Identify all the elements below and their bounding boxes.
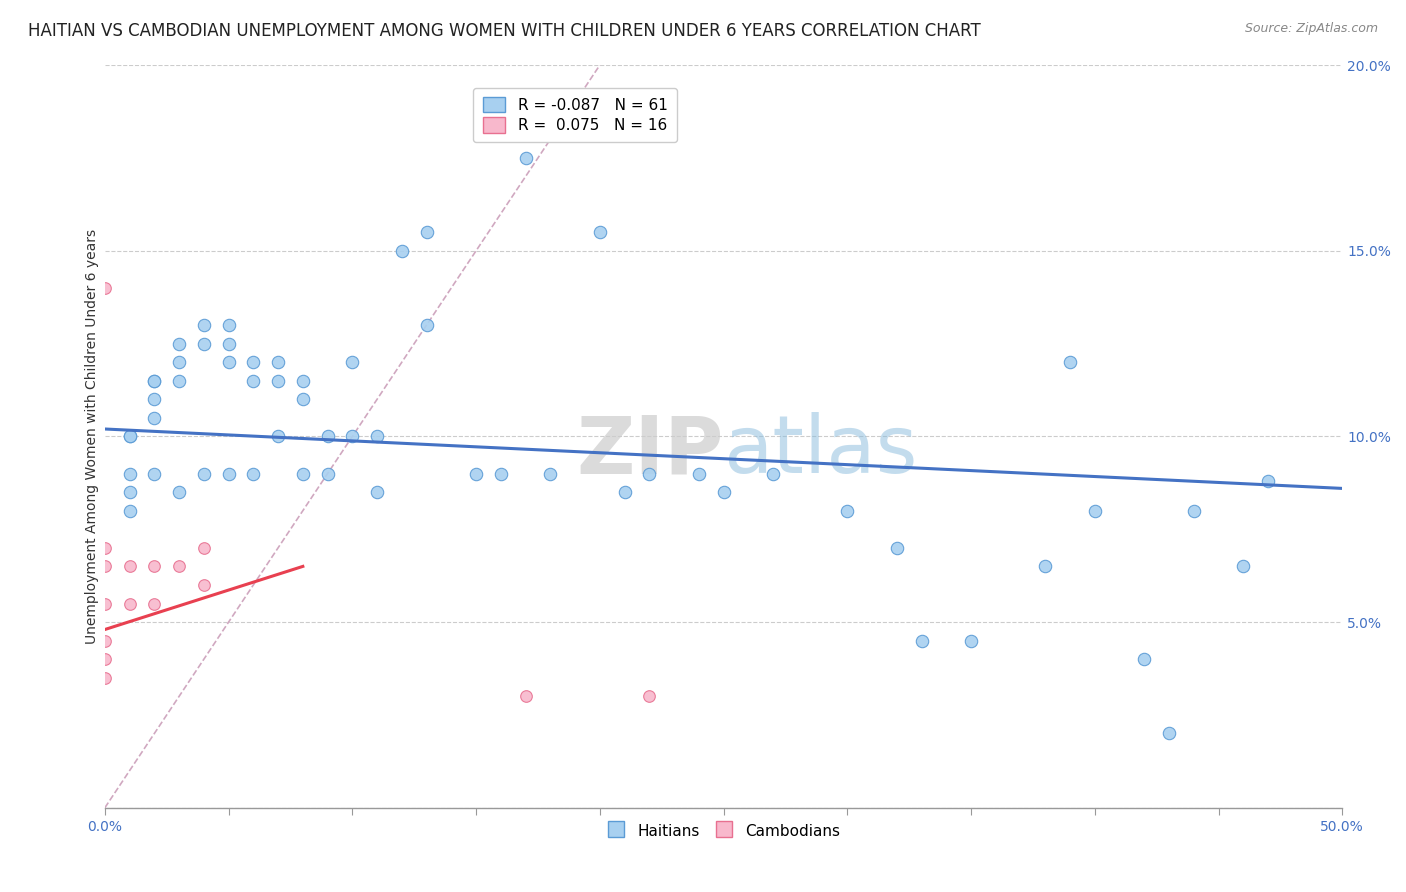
Point [94,559,117,574]
Point [242,355,264,369]
Point [167,559,190,574]
Point [291,374,314,388]
Point [193,578,215,592]
Point [1257,474,1279,488]
Point [638,690,661,704]
Point [837,504,859,518]
Point [366,429,388,443]
Point [118,504,141,518]
Point [1033,559,1056,574]
Point [167,336,190,351]
Point [1157,726,1180,740]
Point [94,671,117,685]
Point [118,559,141,574]
Point [143,559,166,574]
Point [515,151,537,165]
Point [762,467,785,481]
Point [143,410,166,425]
Point [218,355,240,369]
Point [193,467,215,481]
Point [94,281,117,295]
Point [489,467,512,481]
Point [94,541,117,555]
Point [515,690,537,704]
Point [960,633,983,648]
Text: ZIP: ZIP [576,412,724,491]
Point [267,429,290,443]
Point [143,392,166,407]
Point [143,374,166,388]
Point [94,633,117,648]
Point [1084,504,1107,518]
Point [218,467,240,481]
Legend: Haitians, Cambodians: Haitians, Cambodians [600,816,846,845]
Point [167,355,190,369]
Point [1133,652,1156,666]
Point [316,429,339,443]
Point [342,429,364,443]
Point [193,318,215,332]
Point [465,467,488,481]
Point [143,374,166,388]
Point [415,318,437,332]
Point [193,336,215,351]
Point [415,225,437,239]
Point [167,485,190,500]
Point [316,467,339,481]
Point [218,336,240,351]
Point [242,467,264,481]
Text: Source: ZipAtlas.com: Source: ZipAtlas.com [1244,22,1378,36]
Text: atlas: atlas [724,412,918,491]
Point [688,467,710,481]
Point [342,355,364,369]
Point [910,633,932,648]
Point [218,318,240,332]
Point [118,429,141,443]
Point [1059,355,1081,369]
Point [118,597,141,611]
Point [638,467,661,481]
Point [118,467,141,481]
Point [589,225,612,239]
Y-axis label: Unemployment Among Women with Children Under 6 years: Unemployment Among Women with Children U… [86,229,100,644]
Point [1182,504,1205,518]
Point [193,541,215,555]
Text: HAITIAN VS CAMBODIAN UNEMPLOYMENT AMONG WOMEN WITH CHILDREN UNDER 6 YEARS CORREL: HAITIAN VS CAMBODIAN UNEMPLOYMENT AMONG … [28,22,981,40]
Point [143,467,166,481]
Point [391,244,413,258]
Point [267,374,290,388]
Point [94,597,117,611]
Point [118,485,141,500]
Point [118,429,141,443]
Point [1232,559,1254,574]
Point [366,485,388,500]
Point [143,597,166,611]
Point [613,485,636,500]
Point [167,374,190,388]
Point [713,485,735,500]
Point [242,374,264,388]
Point [267,355,290,369]
Point [886,541,908,555]
Point [538,467,561,481]
Point [291,392,314,407]
Point [291,467,314,481]
Point [94,652,117,666]
